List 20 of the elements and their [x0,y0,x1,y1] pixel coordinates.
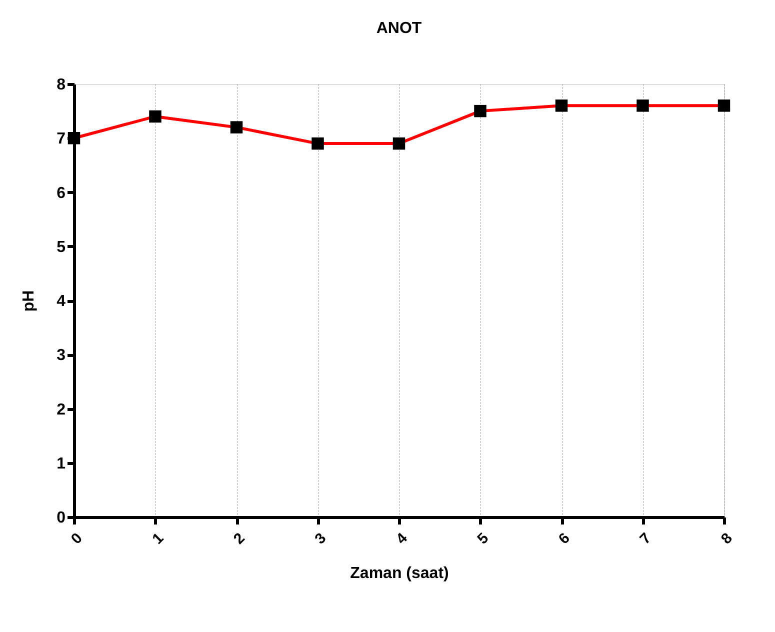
y-tick-label: 4 [56,293,66,310]
y-tick-label: 5 [56,238,66,256]
x-tick-label: 4 [392,529,412,548]
x-tick-label: 3 [312,530,330,548]
y-tick-label: 3 [56,347,66,364]
y-tick-label: 1 [56,455,66,472]
y-tick-label: 0 [56,510,66,526]
x-tick-label: 2 [230,530,248,548]
x-tick-label: 8 [718,530,736,548]
x-tick-label: 7 [636,530,655,548]
x-tick-label: 5 [474,530,492,548]
chart-title: ANOT [376,20,422,37]
x-tick-label: 1 [149,530,168,548]
y-tick-label: 2 [56,401,66,418]
x-axis-title: Zaman (saat) [350,565,449,582]
y-tick-label: 7 [56,130,66,148]
y-tick-label: 8 [56,76,66,94]
x-tick-label: 6 [555,530,574,548]
y-tick-label: 6 [56,184,66,202]
y-axis-title: pH [20,290,38,312]
